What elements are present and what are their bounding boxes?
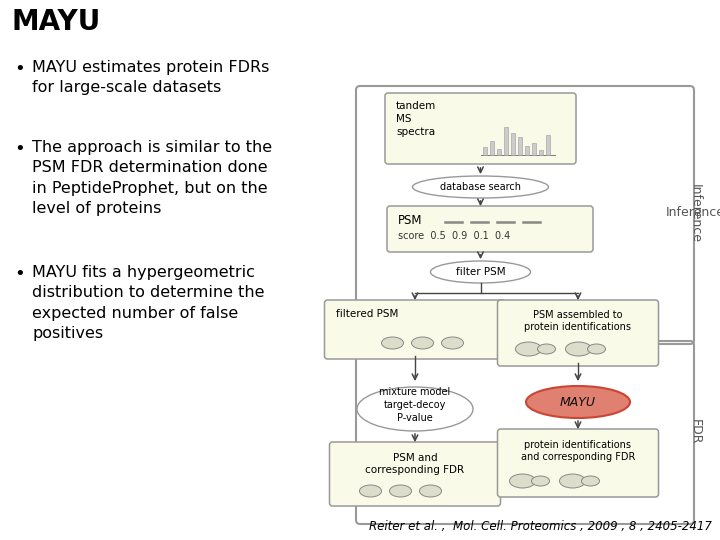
Ellipse shape xyxy=(531,476,549,486)
Ellipse shape xyxy=(441,337,464,349)
Text: Inference: Inference xyxy=(688,184,701,242)
Ellipse shape xyxy=(412,337,433,349)
Bar xyxy=(532,143,536,155)
Bar xyxy=(490,141,494,155)
Text: protein identifications
and corresponding FDR: protein identifications and correspondin… xyxy=(521,440,635,462)
FancyBboxPatch shape xyxy=(330,442,500,506)
Ellipse shape xyxy=(565,342,592,356)
Ellipse shape xyxy=(516,342,541,356)
Text: PSM: PSM xyxy=(398,214,423,227)
Text: filter PSM: filter PSM xyxy=(456,267,505,277)
Ellipse shape xyxy=(510,474,536,488)
Text: MAYU: MAYU xyxy=(12,8,102,36)
Text: MAYU: MAYU xyxy=(560,395,596,408)
Bar xyxy=(511,133,515,155)
Ellipse shape xyxy=(382,337,403,349)
FancyBboxPatch shape xyxy=(325,300,505,359)
Ellipse shape xyxy=(582,476,600,486)
Text: •: • xyxy=(14,60,24,78)
Ellipse shape xyxy=(538,344,556,354)
Text: •: • xyxy=(14,140,24,158)
Text: MAYU estimates protein FDRs
for large-scale datasets: MAYU estimates protein FDRs for large-sc… xyxy=(32,60,269,96)
Ellipse shape xyxy=(357,387,473,431)
Bar xyxy=(518,137,522,155)
FancyBboxPatch shape xyxy=(387,206,593,252)
FancyBboxPatch shape xyxy=(498,300,659,366)
Text: MAYU fits a hypergeometric
distribution to determine the
expected number of fals: MAYU fits a hypergeometric distribution … xyxy=(32,265,264,341)
Ellipse shape xyxy=(359,485,382,497)
Bar xyxy=(539,150,543,155)
Text: database search: database search xyxy=(440,182,521,192)
Text: FDR: FDR xyxy=(688,419,701,445)
Text: The approach is similar to the
PSM FDR determination done
in PeptideProphet, but: The approach is similar to the PSM FDR d… xyxy=(32,140,272,216)
Ellipse shape xyxy=(431,261,531,283)
Text: •: • xyxy=(14,265,24,283)
Text: mixture model
target-decoy
P-value: mixture model target-decoy P-value xyxy=(379,387,451,423)
Text: Reiter et al. ,  Mol. Cell. Proteomics , 2009 , 8 , 2405-2417: Reiter et al. , Mol. Cell. Proteomics , … xyxy=(369,520,711,533)
Bar xyxy=(504,127,508,155)
Text: score  0.5  0.9  0.1  0.4: score 0.5 0.9 0.1 0.4 xyxy=(398,231,510,241)
Bar xyxy=(525,146,529,155)
Ellipse shape xyxy=(588,344,606,354)
Text: PSM assembled to
protein identifications: PSM assembled to protein identifications xyxy=(524,310,631,333)
Ellipse shape xyxy=(413,176,549,198)
Bar xyxy=(546,135,550,155)
Bar xyxy=(497,149,501,155)
Text: tandem
MS
spectra: tandem MS spectra xyxy=(396,101,436,137)
FancyBboxPatch shape xyxy=(498,429,659,497)
Ellipse shape xyxy=(559,474,585,488)
Bar xyxy=(483,147,487,155)
Ellipse shape xyxy=(420,485,441,497)
Text: filtered PSM: filtered PSM xyxy=(336,309,398,319)
Ellipse shape xyxy=(526,386,630,418)
FancyBboxPatch shape xyxy=(385,93,576,164)
Text: Inference: Inference xyxy=(665,206,720,219)
Text: PSM and
corresponding FDR: PSM and corresponding FDR xyxy=(366,453,464,475)
Ellipse shape xyxy=(390,485,412,497)
